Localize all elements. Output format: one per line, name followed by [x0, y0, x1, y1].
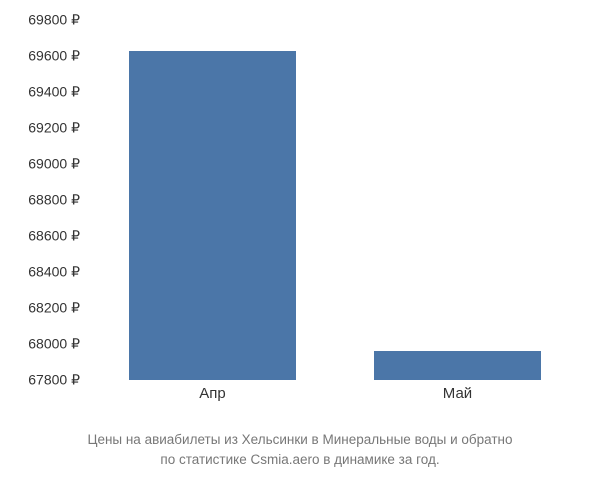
y-tick-label: 68000 ₽ [28, 336, 80, 353]
y-tick-label: 68800 ₽ [28, 192, 80, 209]
caption-line-2: по статистике Csmia.aero в динамике за г… [160, 452, 439, 467]
y-tick-label: 69200 ₽ [28, 120, 80, 137]
y-tick-label: 68200 ₽ [28, 300, 80, 317]
y-tick-label: 69800 ₽ [28, 12, 80, 29]
chart-plot-area [90, 20, 580, 380]
caption-line-1: Цены на авиабилеты из Хельсинки в Минера… [87, 432, 512, 447]
y-tick-label: 68400 ₽ [28, 264, 80, 281]
y-tick-label: 68600 ₽ [28, 228, 80, 245]
y-tick-label: 67800 ₽ [28, 372, 80, 389]
x-tick-label: Май [443, 385, 472, 402]
bar [129, 51, 296, 380]
bar [374, 351, 541, 380]
x-axis: Апр Май [90, 385, 580, 415]
x-tick-label: Апр [199, 385, 225, 402]
y-tick-label: 69400 ₽ [28, 84, 80, 101]
y-tick-label: 69600 ₽ [28, 48, 80, 65]
chart-caption: Цены на авиабилеты из Хельсинки в Минера… [0, 430, 600, 471]
y-axis: 67800 ₽68000 ₽68200 ₽68400 ₽68600 ₽68800… [0, 20, 85, 380]
y-tick-label: 69000 ₽ [28, 156, 80, 173]
